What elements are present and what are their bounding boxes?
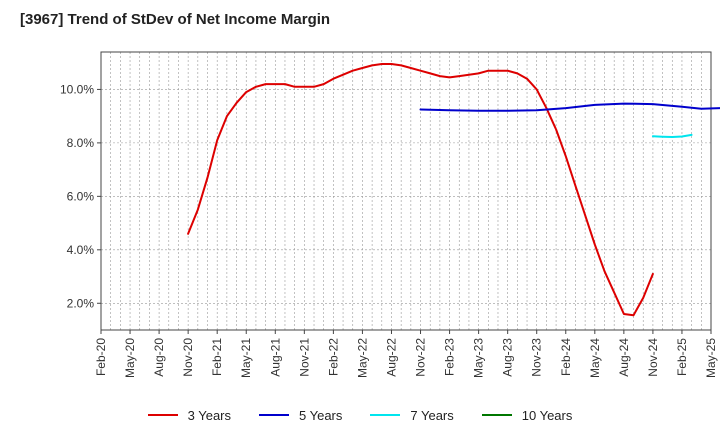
legend-swatch [259, 414, 289, 416]
series-line-3-years [187, 63, 654, 317]
legend-swatch [481, 414, 512, 416]
legend-swatch [147, 414, 178, 416]
x-tick-label: Feb-25 [675, 338, 689, 376]
chart-title: [3967] Trend of StDev of Net Income Marg… [20, 11, 331, 28]
x-tick-label: May-21 [239, 338, 253, 378]
legend-label: 7 Years [410, 407, 454, 423]
x-tick-label: Nov-23 [530, 338, 544, 377]
x-tick-label: May-20 [123, 338, 137, 378]
x-tick-label: Nov-24 [646, 338, 660, 377]
x-tick-label: Feb-22 [326, 338, 340, 376]
legend-item: 3 Years [147, 407, 231, 423]
y-tick-label: 4.0% [67, 243, 95, 257]
y-tick-label: 10.0% [60, 82, 94, 96]
legend-item: 10 Years [481, 407, 573, 423]
x-tick-label: Aug-23 [501, 338, 515, 377]
legend-item: 5 Years [259, 408, 342, 423]
x-tick-label: Aug-20 [152, 338, 166, 377]
x-tick-label: May-25 [704, 338, 718, 378]
x-tick-label: Feb-20 [94, 338, 108, 376]
x-tick-label: Aug-21 [268, 338, 282, 377]
x-tick-label: Feb-21 [210, 338, 224, 376]
legend-label: 10 Years [521, 407, 573, 423]
x-tick-label: Nov-20 [181, 338, 195, 377]
legend-swatch [370, 414, 401, 416]
y-tick-label: 8.0% [67, 136, 95, 150]
x-tick-label: Feb-24 [559, 338, 573, 376]
x-tick-label: May-24 [588, 338, 602, 378]
plot-frame [100, 51, 712, 331]
legend-item: 7 Years [370, 407, 454, 423]
y-tick-label: 2.0% [67, 296, 95, 310]
series-line-5-years [419, 102, 720, 112]
legend-label: 5 Years [299, 407, 343, 423]
x-tick-label: May-23 [472, 338, 486, 378]
x-tick-label: May-22 [355, 338, 369, 378]
x-tick-label: Aug-24 [617, 338, 631, 377]
x-tick-label: Nov-22 [414, 338, 428, 377]
x-tick-label: Feb-23 [443, 338, 457, 376]
series-line-7-years [651, 133, 693, 138]
x-tick-label: Aug-22 [384, 338, 398, 377]
y-tick-label: 6.0% [67, 189, 95, 203]
legend-label: 3 Years [187, 407, 231, 423]
legend: 3 Years 5 Years 7 Years 10 Years [0, 404, 720, 426]
x-tick-label: Nov-21 [297, 338, 311, 377]
